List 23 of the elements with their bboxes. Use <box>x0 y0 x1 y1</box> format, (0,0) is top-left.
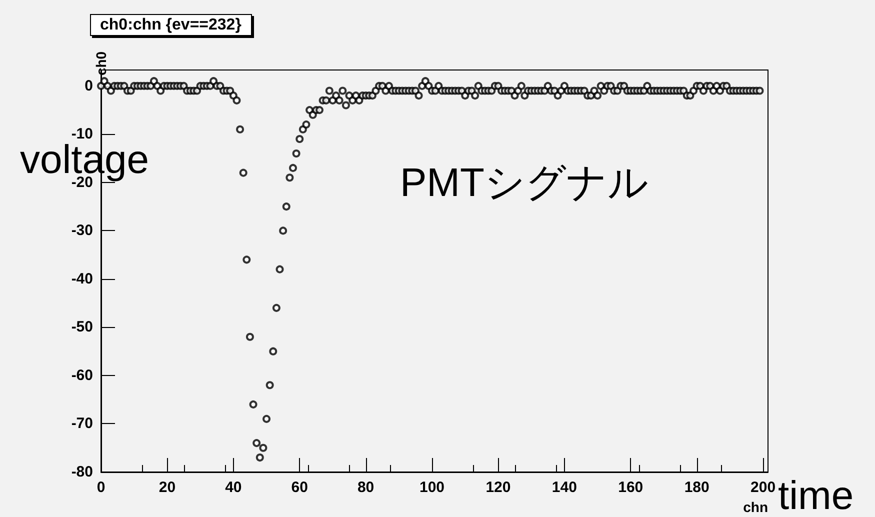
chart-title: ch0:chn {ev==232} <box>100 16 242 34</box>
x-tick-label: 80 <box>357 479 374 496</box>
y-tick-label: -10 <box>71 126 93 143</box>
x-tick-label: 20 <box>158 479 176 496</box>
x-tick-label: 120 <box>486 479 511 496</box>
annotation: PMTシグナル <box>400 161 648 205</box>
y-tick-label: -70 <box>71 415 93 432</box>
y-tick-label: -60 <box>71 366 93 384</box>
y-tick-label: -30 <box>71 222 93 240</box>
x-tick-label: 60 <box>291 479 308 496</box>
x-tick-label: 140 <box>552 479 577 496</box>
x-tick-label: 160 <box>618 479 644 496</box>
x-tick-label: 180 <box>684 479 710 496</box>
text: time <box>778 474 854 517</box>
x-axis-title: chn <box>743 499 768 515</box>
x-tick-label: 0 <box>96 479 106 496</box>
y-tick-label: 0 <box>84 77 93 94</box>
x-tick-label: 100 <box>420 479 445 496</box>
x-tick-label: 40 <box>225 479 242 496</box>
y-tick-label: -80 <box>71 464 93 480</box>
y-tick-label: -40 <box>71 270 93 288</box>
y-tick-label: -50 <box>71 318 93 336</box>
x-tick-label: 200 <box>750 479 776 496</box>
